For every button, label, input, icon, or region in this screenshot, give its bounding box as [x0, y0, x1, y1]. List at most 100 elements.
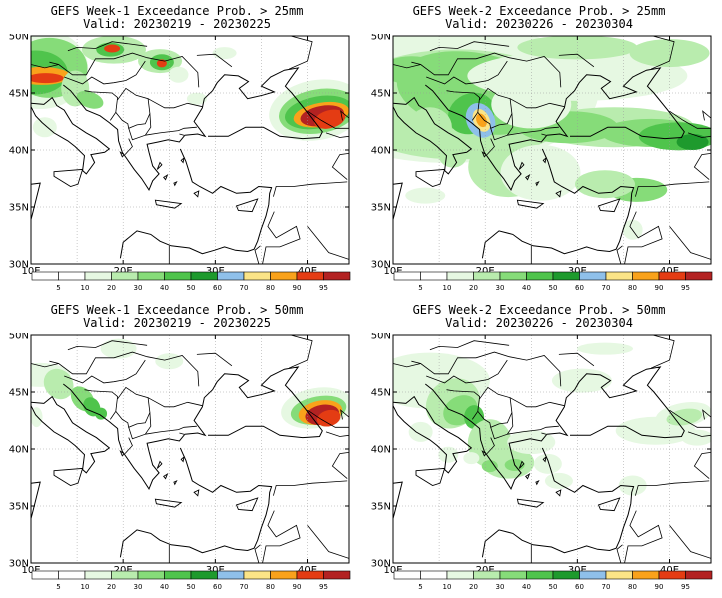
precip-area [212, 47, 237, 60]
precip-area [681, 429, 711, 446]
precip-area [393, 56, 442, 85]
country-border [687, 132, 711, 138]
island-coastline [481, 450, 487, 457]
colorbar-swatch [473, 271, 501, 281]
colorbar-label: 30 [134, 284, 143, 292]
lat-label: 50N [371, 34, 391, 43]
country-border [262, 510, 301, 563]
country-border [331, 452, 349, 479]
country-border [64, 359, 146, 384]
lat-label: 30N [371, 559, 391, 570]
country-border [179, 432, 185, 435]
island-coastline [535, 479, 540, 486]
colorbar-label: 20 [107, 284, 116, 292]
precip-area [577, 342, 633, 355]
country-border [507, 126, 559, 136]
country-border [702, 110, 711, 121]
country-border [307, 409, 349, 428]
colorbar-swatch [190, 271, 218, 281]
country-border [254, 245, 261, 264]
lon-label: 20E [114, 565, 133, 573]
colorbar-label: 50 [187, 284, 196, 292]
country-border [616, 544, 623, 563]
island-coastline [555, 190, 562, 198]
colorbar-label: 20 [469, 583, 478, 591]
lat-label: 35N [9, 502, 29, 513]
map-plot-area [393, 335, 711, 563]
colorbar-label: 10 [81, 284, 90, 292]
country-border [541, 432, 547, 435]
precip-area [76, 90, 104, 109]
colorbar-swatch [243, 271, 271, 281]
island-coastline [163, 173, 169, 181]
country-border [624, 211, 663, 264]
coastline [119, 447, 273, 558]
country-border [124, 437, 133, 454]
country-border [669, 409, 711, 428]
colorbar-label: 10 [443, 583, 452, 591]
lon-label: 20E [476, 266, 495, 274]
colorbar-label: 95 [319, 284, 328, 292]
coastline [424, 67, 685, 191]
colorbar-swatch [499, 271, 527, 281]
country-border [128, 412, 152, 440]
island-coastline [415, 168, 446, 187]
colorbar-label: 10 [81, 583, 90, 591]
country-border [262, 211, 301, 264]
lat-label: 45N [371, 388, 391, 399]
country-border [650, 36, 675, 70]
lon-label: 10E [21, 266, 40, 274]
coastline [31, 481, 41, 519]
country-border [558, 53, 595, 68]
colorbar-label: 80 [266, 583, 275, 591]
precip-area [517, 36, 638, 60]
lon-label: 10E [21, 565, 40, 573]
precip-area [316, 409, 341, 427]
island-coastline [415, 467, 446, 486]
island-coastline [154, 498, 183, 508]
colorbar-label: 95 [319, 583, 328, 591]
precip-area [31, 73, 64, 84]
colorbar-swatch [605, 271, 633, 281]
country-border [147, 98, 203, 109]
lon-label: 20E [114, 266, 133, 274]
colorbar-swatch [137, 271, 165, 281]
colorbar-label: 95 [681, 284, 690, 292]
country-border [254, 544, 261, 563]
country-border [669, 226, 711, 260]
colorbar-label: 70 [602, 583, 611, 591]
colorbar-label: 5 [56, 284, 60, 292]
country-border [477, 386, 513, 428]
country-border [477, 87, 513, 129]
island-coastline [163, 472, 169, 480]
island-coastline [156, 460, 163, 469]
colorbar-swatch [552, 271, 580, 281]
colorbar-swatch [605, 570, 633, 580]
colorbar-swatch [446, 271, 474, 281]
island-coastline [555, 489, 562, 497]
colorbar-swatch [31, 271, 59, 281]
lon-label: 10E [383, 565, 402, 573]
country-border [446, 90, 481, 121]
colorbar-swatch [84, 570, 112, 580]
country-border [702, 409, 711, 420]
colorbar-label: 80 [266, 284, 275, 292]
island-coastline [597, 497, 621, 512]
coastline [393, 395, 473, 474]
country-border [331, 153, 349, 180]
precip-area [438, 446, 459, 463]
colorbar-swatch [420, 570, 448, 580]
country-border [490, 412, 514, 440]
country-border [340, 110, 349, 121]
colorbar-label: 20 [107, 583, 116, 591]
island-coastline [235, 497, 259, 512]
colorbar-swatch [393, 271, 421, 281]
lon-label: 40E [298, 266, 317, 274]
island-coastline [119, 151, 125, 158]
colorbar-label: 80 [628, 284, 637, 292]
colorbar-swatch [58, 271, 86, 281]
country-border [84, 90, 119, 121]
